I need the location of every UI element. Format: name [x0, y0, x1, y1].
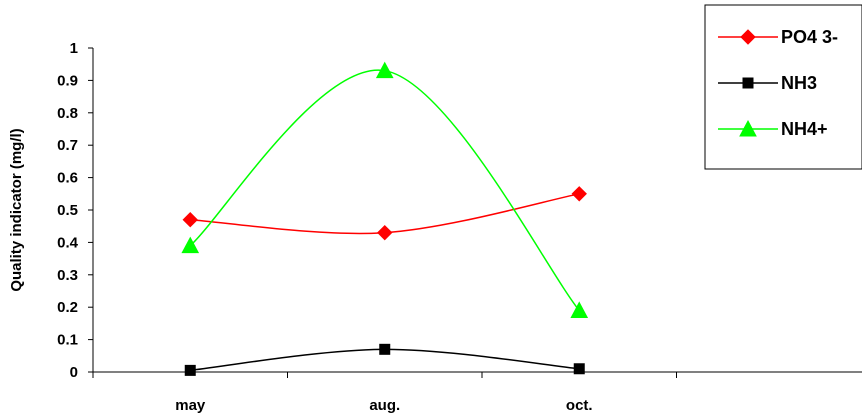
legend-item: PO4 3- [718, 27, 838, 47]
series-layer [181, 61, 589, 376]
data-point [571, 186, 587, 202]
y-tick-label: 1 [70, 40, 78, 57]
legend-label: NH4+ [781, 119, 828, 139]
x-tick-label: oct. [566, 397, 593, 414]
x-tick-label: aug. [369, 397, 400, 414]
legend-marker [740, 29, 756, 45]
y-tick-label: 0.4 [57, 234, 79, 251]
legend-label: NH3 [781, 73, 817, 93]
legend-item: NH4+ [718, 119, 828, 139]
y-tick-label: 0.7 [57, 137, 78, 154]
data-point [570, 301, 589, 318]
legend-items: PO4 3- NH3 NH4+ [718, 27, 838, 139]
data-point [375, 61, 394, 79]
x-axis-ticks: may aug. oct. [92, 372, 677, 414]
data-point [379, 343, 391, 355]
y-axis-ticks: 0 0.1 0.2 0.3 0.4 0.5 0.6 0.7 0.8 0.9 1 [57, 40, 93, 381]
series-2 [181, 61, 589, 318]
y-tick-label: 0.6 [57, 170, 78, 187]
legend-box [704, 4, 862, 170]
legend-marker [739, 119, 757, 137]
legend-label: PO4 3- [781, 27, 838, 47]
y-tick-label: 0.3 [57, 267, 78, 284]
legend: PO4 3- NH3 NH4+ [704, 4, 862, 170]
legend-marker [742, 77, 754, 89]
data-point [181, 236, 200, 254]
y-tick-label: 0.8 [57, 105, 78, 122]
y-tick-label: 0.5 [57, 202, 78, 219]
series-line [189, 69, 580, 311]
y-axis-title: Quality indicator (mg/l) [8, 128, 25, 291]
legend-item: NH3 [718, 73, 817, 93]
x-tick-label: may [175, 397, 206, 414]
y-tick-label: 0.1 [57, 332, 78, 349]
y-tick-label: 0.2 [57, 299, 78, 316]
plot-area: 0 0.1 0.2 0.3 0.4 0.5 0.6 0.7 0.8 0.9 1 may aug. oct… [57, 40, 862, 414]
data-point [573, 363, 585, 375]
series-0 [182, 186, 587, 241]
series-1 [184, 343, 585, 376]
y-tick-label: 0 [70, 364, 78, 381]
data-point [377, 224, 393, 241]
data-point [182, 212, 198, 228]
y-tick-label: 0.9 [57, 72, 78, 89]
data-point [184, 364, 196, 376]
